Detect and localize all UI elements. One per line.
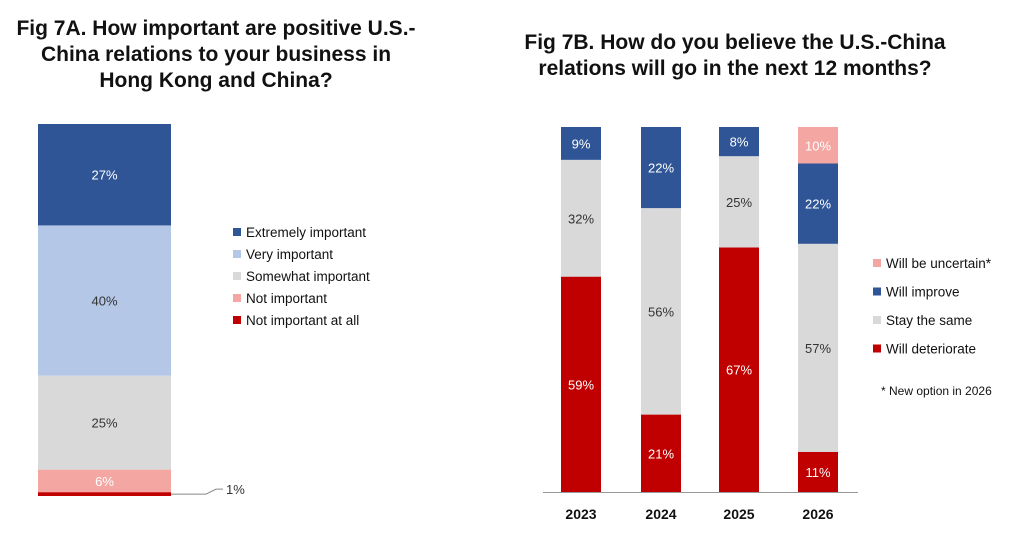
fig-7b-bar-2025-will-improve — [719, 127, 759, 157]
fig-7b-bar-2023-will-improve — [561, 127, 601, 160]
fig-7b-label-2023-will-improve: 9% — [572, 136, 591, 151]
fig-7b-label-2025-will-deteriorate: 67% — [726, 363, 752, 378]
fig-7a-bar-not-important-at-all — [38, 492, 171, 496]
fig-7b-bar-2023-stay-the-same — [561, 159, 601, 277]
fig-7b-title: Fig 7B. How do you believe the U.S.-Chin… — [500, 30, 970, 82]
fig-7b-bar-2026-will-be-uncertain — [798, 127, 838, 164]
fig-7b-legend-will-be-uncertain: Will be uncertain* — [886, 256, 992, 271]
fig-7a-label-somewhat-important: 25% — [91, 416, 117, 431]
fig-7a-legend-very-important: Very important — [246, 247, 333, 262]
fig-7b-x-tick-2026: 2026 — [802, 506, 833, 522]
fig-7a-title: Fig 7A. How important are positive U.S.-… — [0, 16, 432, 94]
fig-7a-legend-not-important: Not important — [246, 291, 327, 306]
fig-7b-x-tick-2023: 2023 — [565, 506, 596, 522]
fig-7a-legend-not-important-at-all: Not important at all — [246, 313, 359, 328]
fig-7a-chart: 27% 40% 25% 6% 1% Extremely important Very imp… — [38, 124, 370, 497]
fig-7b-bar-2026-will-deteriorate — [798, 451, 838, 492]
fig-7a-legend-swatch-very-important — [233, 250, 241, 258]
fig-7b-legend-swatch-will-be-uncertain — [873, 259, 881, 267]
fig-7b-footnote: * New option in 2026 — [881, 384, 992, 398]
fig-7b-legend-will-deteriorate: Will deteriorate — [886, 342, 976, 357]
fig-7b-bar-2025-stay-the-same — [719, 156, 759, 248]
fig-7b-legend-swatch-stay-the-same — [873, 316, 881, 324]
fig-7b-legend-swatch-will-improve — [873, 287, 881, 296]
fig-7b-x-tick-2024: 2024 — [645, 506, 676, 522]
fig-7a-bar-somewhat-important — [38, 375, 171, 470]
fig-7b-chart: 59% 32% 9% 2023 21% 56% 22% 2024 67% 25% 8% 2025 11%… — [543, 127, 992, 522]
fig-7b-legend-swatch-will-deteriorate — [873, 344, 881, 353]
fig-7a-title-line-3: Hong Kong and China? — [99, 69, 333, 92]
fig-7a-label-not-important: 6% — [95, 474, 114, 489]
fig-7b-bar-2024-stay-the-same — [641, 208, 681, 415]
fig-7a-title-line-2: China relations to your business in — [40, 43, 392, 66]
fig-7a-legend-extremely-important: Extremely important — [246, 225, 366, 240]
fig-7a-legend-somewhat-important: Somewhat important — [246, 269, 370, 284]
fig-7b-label-2025-stay-the-same: 25% — [726, 195, 752, 210]
fig-7b-bar-2026-will-improve — [798, 163, 838, 244]
fig-7b-label-2024-will-deteriorate: 21% — [648, 446, 674, 461]
fig-7b-label-2024-will-improve: 22% — [648, 161, 674, 176]
fig-7b-title-line-1: Fig 7B. How do you believe the U.S.-Chin… — [524, 31, 946, 54]
fig-7a-label-very-important: 40% — [91, 294, 117, 309]
fig-7b-bar-2025-will-deteriorate — [719, 247, 759, 492]
fig-7a-legend-swatch-not-important — [233, 294, 241, 302]
fig-7b-label-2026-stay-the-same: 57% — [805, 341, 831, 356]
fig-7b-label-2023-stay-the-same: 32% — [568, 211, 594, 226]
fig-7a-legend-swatch-extremely-important — [233, 228, 241, 236]
fig-7b-label-2026-will-improve: 22% — [805, 197, 831, 212]
fig-7a-label-not-important-at-all: 1% — [226, 482, 245, 497]
fig-7b-label-2024-stay-the-same: 56% — [648, 304, 674, 319]
fig-7b-legend-will-improve: Will improve — [886, 285, 960, 300]
fig-7b-legend-stay-the-same: Stay the same — [886, 313, 972, 328]
fig-7a-legend-swatch-somewhat-important — [233, 272, 241, 280]
fig-7b-title-line-2: relations will go in the next 12 months? — [538, 57, 932, 80]
fig-7a-bar-not-important — [38, 469, 171, 493]
fig-7a-legend-swatch-not-important-at-all — [233, 316, 241, 324]
fig-7b-label-2026-will-deteriorate: 11% — [805, 465, 830, 480]
fig-7b-x-tick-2025: 2025 — [723, 506, 754, 522]
fig-7a-title-line-1: Fig 7A. How important are positive U.S.- — [16, 17, 416, 40]
fig-7b-bar-2023-will-deteriorate — [561, 276, 601, 492]
fig-7b-label-2025-will-improve: 8% — [730, 135, 749, 150]
fig-7a-bar-extremely-important — [38, 124, 171, 226]
fig-7b-bar-2024-will-deteriorate — [641, 414, 681, 492]
fig-7a-bar-very-important — [38, 225, 171, 376]
fig-7b-bar-2026-stay-the-same — [798, 243, 838, 452]
fig-7a-leader-line — [171, 488, 223, 495]
fig-7b-label-2026-will-be-uncertain: 10% — [805, 138, 831, 153]
fig-7b-bar-2024-will-improve — [641, 127, 681, 209]
fig-7a-label-extremely-important: 27% — [91, 168, 117, 183]
fig-7b-label-2023-will-deteriorate: 59% — [568, 377, 594, 392]
